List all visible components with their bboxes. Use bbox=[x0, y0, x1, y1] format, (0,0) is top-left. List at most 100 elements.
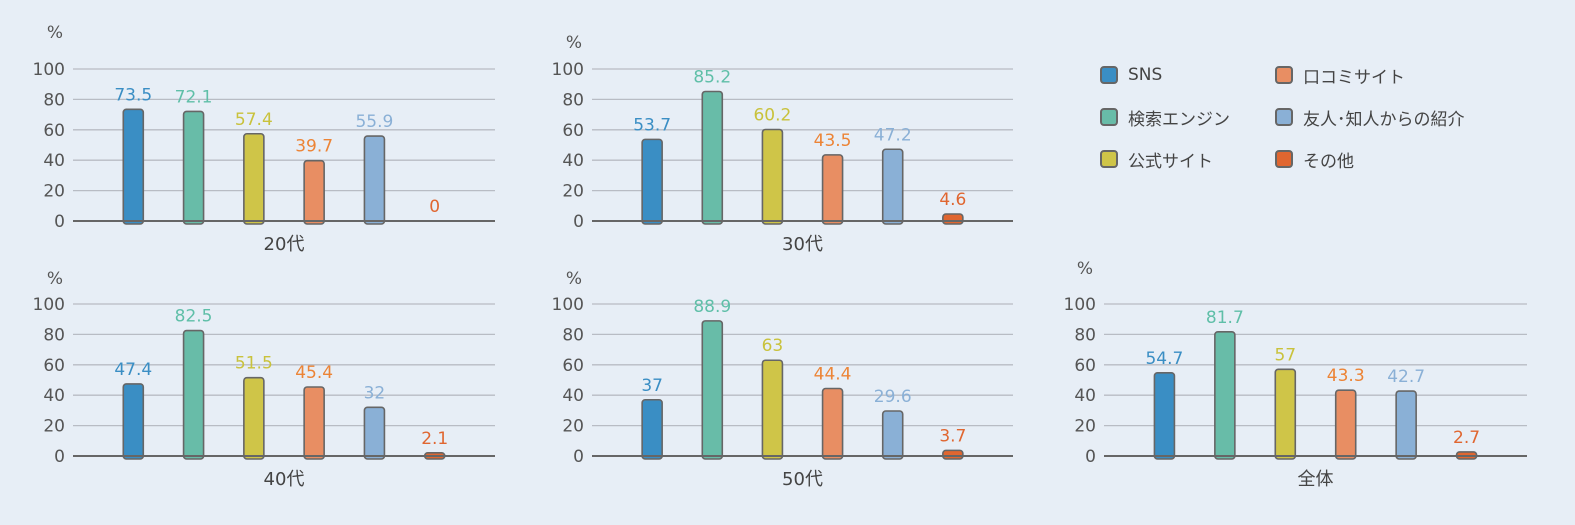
y-tick-label: 40 bbox=[43, 151, 65, 171]
bar-review bbox=[821, 387, 844, 460]
legend-item-search: 検索エンジン bbox=[1100, 104, 1275, 130]
y-tick-label: 100 bbox=[33, 60, 65, 80]
y-tick-label: 80 bbox=[562, 325, 584, 345]
bar-search bbox=[1214, 331, 1236, 460]
legend: SNS 口コミサイト 検索エンジン 友人･知人からの紹介 公式サイト その他 bbox=[1100, 62, 1530, 172]
legend-swatch bbox=[1100, 150, 1118, 168]
data-label-SNS: 47.4 bbox=[114, 360, 152, 380]
data-label-SNS: 37 bbox=[641, 376, 663, 396]
legend-label: その他 bbox=[1303, 151, 1354, 172]
y-tick-label: 20 bbox=[1074, 417, 1096, 437]
data-label-review: 43.5 bbox=[814, 131, 852, 151]
data-label-other: 0 bbox=[429, 197, 440, 217]
y-tick-label: 40 bbox=[43, 386, 65, 406]
y-tick-label: 80 bbox=[1074, 325, 1096, 345]
legend-label: 公式サイト bbox=[1128, 151, 1213, 172]
bar-friends bbox=[363, 406, 386, 460]
y-tick-label: 100 bbox=[1064, 295, 1096, 315]
bar-other bbox=[942, 449, 964, 460]
y-tick-label: 100 bbox=[33, 295, 65, 315]
y-tick-label: 80 bbox=[43, 325, 65, 345]
y-tick-label: 60 bbox=[43, 356, 65, 376]
y-axis-unit: % bbox=[566, 269, 582, 289]
bar-official bbox=[761, 359, 784, 460]
legend-label: 検索エンジン bbox=[1128, 109, 1230, 130]
data-label-SNS: 54.7 bbox=[1145, 349, 1183, 369]
data-label-search: 81.7 bbox=[1206, 308, 1244, 328]
data-label-other: 3.7 bbox=[939, 426, 966, 446]
legend-item-other: その他 bbox=[1275, 146, 1525, 172]
y-tick-label: 100 bbox=[552, 295, 584, 315]
y-tick-label: 80 bbox=[562, 90, 584, 110]
bar-search bbox=[182, 110, 205, 225]
y-tick-label: 60 bbox=[43, 121, 65, 141]
legend-swatch bbox=[1100, 108, 1118, 126]
data-label-official: 60.2 bbox=[753, 105, 791, 125]
data-label-official: 51.5 bbox=[235, 354, 273, 374]
y-tick-label: 60 bbox=[562, 356, 584, 376]
y-tick-label: 0 bbox=[1085, 447, 1096, 467]
bar-official bbox=[1274, 368, 1297, 460]
bar-review bbox=[303, 159, 325, 225]
y-tick-label: 100 bbox=[552, 60, 584, 80]
bar-SNS bbox=[641, 138, 663, 225]
legend-item-official: 公式サイト bbox=[1100, 146, 1275, 172]
bar-review bbox=[821, 154, 844, 225]
data-label-official: 57.4 bbox=[235, 110, 273, 130]
legend-swatch bbox=[1100, 66, 1118, 84]
data-label-other: 2.1 bbox=[421, 429, 448, 449]
bar-friends bbox=[363, 135, 386, 225]
bar-friends bbox=[881, 410, 904, 460]
y-axis-unit: % bbox=[1077, 259, 1093, 279]
y-tick-label: 0 bbox=[573, 212, 584, 232]
bar-official bbox=[243, 132, 265, 225]
data-label-review: 39.7 bbox=[295, 137, 333, 157]
data-label-search: 82.5 bbox=[175, 307, 213, 327]
data-label-SNS: 73.5 bbox=[114, 85, 152, 105]
legend-label: SNS bbox=[1128, 65, 1163, 85]
y-tick-label: 20 bbox=[562, 417, 584, 437]
data-label-search: 85.2 bbox=[693, 67, 731, 87]
data-label-friends: 32 bbox=[364, 383, 386, 403]
bar-review bbox=[1334, 389, 1357, 460]
bar-friends bbox=[1395, 390, 1417, 460]
data-label-friends: 55.9 bbox=[355, 112, 393, 132]
bar-SNS bbox=[1153, 372, 1176, 460]
legend-item-friends: 友人･知人からの紹介 bbox=[1275, 104, 1525, 130]
y-axis-unit: % bbox=[566, 33, 582, 53]
data-label-official: 63 bbox=[762, 336, 784, 356]
data-label-review: 44.4 bbox=[814, 365, 852, 385]
data-label-other: 4.6 bbox=[939, 190, 966, 210]
data-label-review: 43.3 bbox=[1327, 366, 1365, 386]
data-label-official: 57 bbox=[1274, 345, 1296, 365]
x-axis-label: 20代 bbox=[264, 234, 305, 255]
bar-SNS bbox=[122, 108, 145, 225]
y-axis-unit: % bbox=[47, 269, 63, 289]
x-axis-label: 全体 bbox=[1298, 469, 1334, 490]
data-label-review: 45.4 bbox=[295, 363, 333, 383]
y-tick-label: 20 bbox=[562, 182, 584, 202]
bar-search bbox=[701, 320, 724, 460]
legend-item-sns: SNS bbox=[1100, 62, 1275, 88]
y-tick-label: 60 bbox=[1074, 356, 1096, 376]
bar-SNS bbox=[641, 398, 663, 460]
bar-SNS bbox=[122, 383, 145, 460]
y-tick-label: 40 bbox=[562, 386, 584, 406]
data-label-SNS: 53.7 bbox=[633, 115, 671, 135]
data-label-other: 2.7 bbox=[1453, 428, 1480, 448]
legend-label: 友人･知人からの紹介 bbox=[1303, 109, 1465, 130]
y-tick-label: 0 bbox=[54, 212, 65, 232]
y-tick-label: 40 bbox=[1074, 386, 1096, 406]
bar-search bbox=[701, 90, 724, 225]
legend-swatch bbox=[1275, 150, 1293, 168]
legend-swatch bbox=[1275, 108, 1293, 126]
x-axis-label: 40代 bbox=[264, 469, 305, 490]
data-label-friends: 47.2 bbox=[874, 125, 912, 145]
data-label-friends: 29.6 bbox=[874, 387, 912, 407]
y-tick-label: 20 bbox=[43, 417, 65, 437]
legend-swatch bbox=[1275, 66, 1293, 84]
y-tick-label: 20 bbox=[43, 182, 65, 202]
y-tick-label: 80 bbox=[43, 90, 65, 110]
data-label-search: 72.1 bbox=[175, 87, 213, 107]
